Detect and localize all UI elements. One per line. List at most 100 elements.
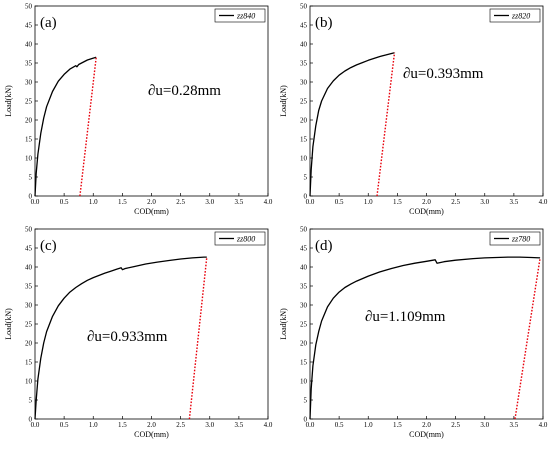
y-tick-label: 10 xyxy=(25,155,33,163)
chart-panel-d: 0.0 0.5 1.0 1.5 2.0 2.5 3.0 3.5 4.0 0 5 10 15 20 25 30 3… xyxy=(275,223,550,445)
legend-label: zz840 xyxy=(236,12,255,21)
legend: zz840 xyxy=(214,8,266,23)
chart-svg: 0.0 0.5 1.0 1.5 2.0 2.5 3.0 3.5 4.0 0 5 10 15 20 25 30 3… xyxy=(4,226,273,440)
y-tick-label: 20 xyxy=(300,340,308,348)
x-tick-label: 1.5 xyxy=(393,198,402,206)
y-tick-label: 35 xyxy=(300,283,308,291)
y-tick-label: 45 xyxy=(25,245,33,253)
y-tick-label: 10 xyxy=(25,378,33,386)
panel-label: (b) xyxy=(315,15,333,31)
x-tick-label: 1.0 xyxy=(89,198,98,206)
annotation-text: ∂u=0.393mm xyxy=(403,66,484,82)
x-tick-label: 3.5 xyxy=(510,198,519,206)
y-tick-label: 45 xyxy=(25,22,33,30)
x-tick-label: 2.0 xyxy=(147,421,156,429)
y-tick-label: 20 xyxy=(25,340,33,348)
y-tick-label: 0 xyxy=(304,416,308,424)
y-tick-label: 25 xyxy=(300,98,308,106)
series-line-zz820 xyxy=(309,52,395,197)
x-tick-label: 3.0 xyxy=(480,198,489,206)
y-tick-label: 40 xyxy=(300,264,308,272)
y-tick-label: 15 xyxy=(25,359,33,367)
chart-svg: 0.0 0.5 1.0 1.5 2.0 2.5 3.0 3.5 4.0 0 5 10 15 20 25 30 3… xyxy=(279,3,548,217)
x-axis-label: COD(mm) xyxy=(409,430,444,439)
x-tick-label: 0.0 xyxy=(306,198,315,206)
x-tick-label: 3.5 xyxy=(235,421,244,429)
legend-box xyxy=(214,231,266,246)
y-tick-label: 10 xyxy=(300,378,308,386)
y-tick-label: 30 xyxy=(300,79,308,87)
x-tick-label: 0.0 xyxy=(31,198,40,206)
y-tick-label: 5 xyxy=(304,397,308,405)
x-tick-label: 1.5 xyxy=(118,198,127,206)
y-tick-label: 50 xyxy=(25,3,33,11)
x-tick-label: 2.0 xyxy=(422,198,431,206)
x-tick-label: 1.0 xyxy=(364,198,373,206)
y-tick-label: 35 xyxy=(25,60,33,68)
chart-svg: 0.0 0.5 1.0 1.5 2.0 2.5 3.0 3.5 4.0 0 5 10 15 20 25 30 3… xyxy=(4,3,273,217)
y-tick-label: 25 xyxy=(300,321,308,329)
y-tick-label: 40 xyxy=(25,264,33,272)
annotation-text: ∂u=0.28mm xyxy=(148,83,221,99)
y-tick-label: 0 xyxy=(29,416,33,424)
y-tick-label: 15 xyxy=(25,136,33,144)
unloading-line xyxy=(514,257,541,420)
y-tick-label: 50 xyxy=(300,3,308,11)
y-tick-label: 20 xyxy=(25,117,33,125)
y-axis-label: Load(kN) xyxy=(4,85,13,117)
x-tick-label: 4.0 xyxy=(539,198,548,206)
legend-label: zz780 xyxy=(511,235,530,244)
legend: zz780 xyxy=(489,231,541,246)
x-tick-label: 0.5 xyxy=(335,421,344,429)
chart-panel-a: 0.0 0.5 1.0 1.5 2.0 2.5 3.0 3.5 4.0 0 5 10 15 20 25 30 3… xyxy=(0,0,275,222)
chart-panel-c: 0.0 0.5 1.0 1.5 2.0 2.5 3.0 3.5 4.0 0 5 10 15 20 25 30 3… xyxy=(0,223,275,445)
x-tick-label: 2.5 xyxy=(451,421,460,429)
legend-label: zz820 xyxy=(511,12,530,21)
y-tick-label: 15 xyxy=(300,136,308,144)
x-tick-label: 4.0 xyxy=(264,421,273,429)
legend: zz820 xyxy=(489,8,541,23)
x-tick-label: 2.0 xyxy=(147,198,156,206)
panel-label: (a) xyxy=(40,15,57,31)
y-tick-label: 5 xyxy=(29,397,33,405)
y-tick-label: 45 xyxy=(300,245,308,253)
x-tick-label: 3.0 xyxy=(205,198,214,206)
series-line-zz780 xyxy=(309,256,541,420)
x-tick-label: 3.0 xyxy=(205,421,214,429)
y-tick-label: 40 xyxy=(25,41,33,49)
x-axis-label: COD(mm) xyxy=(134,207,169,216)
x-tick-label: 2.0 xyxy=(422,421,431,429)
y-tick-label: 15 xyxy=(300,359,308,367)
x-axis-label: COD(mm) xyxy=(134,430,169,439)
x-tick-label: 1.0 xyxy=(364,421,373,429)
y-axis-label: Load(kN) xyxy=(279,85,288,117)
y-tick-label: 25 xyxy=(25,321,33,329)
x-tick-label: 1.5 xyxy=(118,421,127,429)
y-axis-label: Load(kN) xyxy=(279,308,288,340)
unloading-line xyxy=(79,57,97,197)
x-tick-label: 1.0 xyxy=(89,421,98,429)
x-tick-label: 0.0 xyxy=(306,421,315,429)
series-line-zz840 xyxy=(34,56,97,197)
x-tick-label: 2.5 xyxy=(176,198,185,206)
x-tick-label: 4.0 xyxy=(264,198,273,206)
x-axis-label: COD(mm) xyxy=(409,207,444,216)
y-tick-label: 30 xyxy=(300,302,308,310)
y-tick-label: 30 xyxy=(25,79,33,87)
y-tick-label: 20 xyxy=(300,117,308,125)
x-tick-label: 0.5 xyxy=(60,421,69,429)
panel-label: (d) xyxy=(315,238,333,254)
x-tick-label: 2.5 xyxy=(451,198,460,206)
unloading-line xyxy=(188,257,208,420)
plot-frame xyxy=(34,5,269,197)
y-tick-label: 45 xyxy=(300,22,308,30)
y-tick-label: 5 xyxy=(29,174,33,182)
legend-box xyxy=(489,231,541,246)
unloading-line xyxy=(376,52,396,197)
annotation-text: ∂u=0.933mm xyxy=(87,329,168,345)
y-axis-label: Load(kN) xyxy=(4,308,13,340)
panel-label: (c) xyxy=(40,238,57,254)
legend: zz800 xyxy=(214,231,266,246)
y-tick-label: 25 xyxy=(25,98,33,106)
legend-box xyxy=(214,8,266,23)
